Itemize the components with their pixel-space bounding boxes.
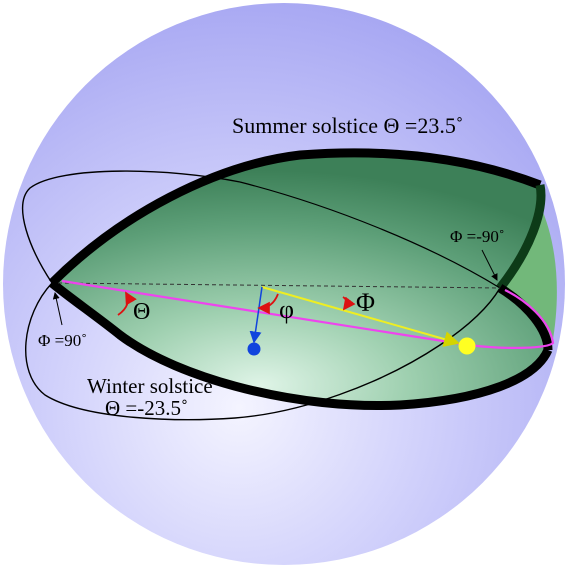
big-phi-symbol: Φ (356, 288, 375, 317)
sun-vector (261, 286, 460, 347)
ecliptic-line (61, 279, 555, 349)
big-phi-angle-arc (342, 296, 356, 311)
phi-minus90-label: Φ =-90˚ (450, 227, 505, 246)
sun-dot (458, 337, 476, 355)
far-lobe (500, 205, 557, 345)
winter-solstice-label: Winter solstice (87, 374, 213, 398)
disc-rim-right (496, 184, 546, 291)
disc-rim-bottom (49, 279, 553, 411)
winter-orbit-across (239, 181, 501, 289)
equatorial-disc (52, 152, 548, 406)
theta-angle-arc (117, 291, 137, 316)
phi-minus90-pointer (481, 249, 498, 281)
earth-vector (249, 286, 263, 344)
theta-symbol: Θ (133, 299, 150, 325)
phi-90-pointer (52, 292, 63, 326)
disc-rim-lower-right (497, 284, 553, 351)
winter-solstice-angle-label: Θ =-23.5˚ (105, 396, 188, 420)
disc-rim-top (48, 148, 542, 287)
small-phi-angle-arc (257, 293, 279, 315)
equator-dashed-line (57, 282, 501, 289)
phi-90-label: Φ =90˚ (38, 331, 87, 350)
summer-solstice-label: Summer solstice Θ =23.5˚ (232, 113, 463, 138)
winter-orbit-upper (21, 170, 241, 284)
small-phi-symbol: φ (279, 295, 294, 324)
earth-dot (247, 342, 261, 356)
